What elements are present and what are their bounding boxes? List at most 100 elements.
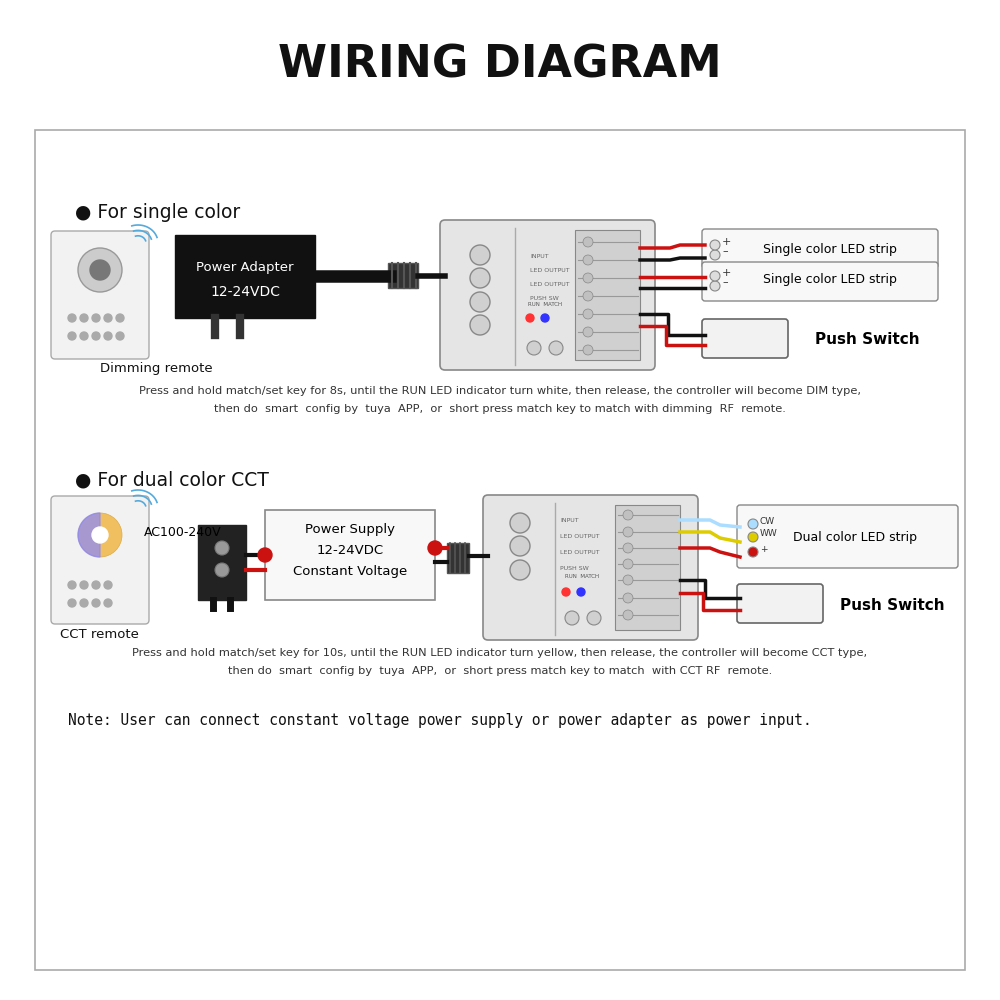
Circle shape [623,510,633,520]
Text: Single color LED strip: Single color LED strip [763,273,897,286]
Circle shape [623,593,633,603]
Text: LED OUTPUT: LED OUTPUT [530,282,570,287]
Text: +: + [722,237,731,247]
Text: WW: WW [760,530,778,538]
Circle shape [587,611,601,625]
Text: 12-24VDC: 12-24VDC [316,544,384,556]
FancyBboxPatch shape [702,262,938,301]
Polygon shape [78,513,100,557]
Circle shape [215,541,229,555]
Circle shape [78,248,122,292]
Text: Power Adapter: Power Adapter [196,260,294,273]
Circle shape [68,599,76,607]
FancyBboxPatch shape [440,220,655,370]
Circle shape [526,314,534,322]
Circle shape [90,260,110,280]
Text: then do  smart  config by  tuya  APP,  or  short press match key to match  with : then do smart config by tuya APP, or sho… [228,666,772,676]
Bar [175,235,315,318]
Circle shape [92,599,100,607]
Circle shape [710,240,720,250]
Circle shape [470,268,490,288]
Circle shape [562,588,570,596]
Circle shape [470,292,490,312]
Circle shape [510,536,530,556]
Circle shape [510,560,530,580]
Bar [198,525,246,600]
Text: LED OUTPUT: LED OUTPUT [560,534,600,539]
Text: Dimming remote: Dimming remote [100,362,213,375]
Circle shape [92,314,100,322]
Text: Dual color LED strip: Dual color LED strip [793,530,917,544]
FancyBboxPatch shape [51,231,149,359]
Text: Single color LED strip: Single color LED strip [763,242,897,255]
FancyBboxPatch shape [702,229,938,268]
FancyBboxPatch shape [702,319,788,358]
Text: CW: CW [760,516,775,526]
Circle shape [583,309,593,319]
Circle shape [68,332,76,340]
Text: WIRING DIAGRAM: WIRING DIAGRAM [278,43,722,87]
Text: ● For dual color CCT: ● For dual color CCT [75,471,269,489]
Text: Note: User can connect constant voltage power supply or power adapter as power i: Note: User can connect constant voltage … [68,712,812,728]
Text: INPUT: INPUT [560,518,579,523]
Text: Press and hold match/set key for 10s, until the RUN LED indicator turn yellow, t: Press and hold match/set key for 10s, un… [132,648,868,658]
Circle shape [78,513,122,557]
Text: Push Switch: Push Switch [840,597,945,612]
Circle shape [748,532,758,542]
Circle shape [583,237,593,247]
Circle shape [748,547,758,557]
Circle shape [104,332,112,340]
FancyBboxPatch shape [737,505,958,568]
Circle shape [583,327,593,337]
Text: 12-24VDC: 12-24VDC [210,285,280,299]
Text: LED OUTPUT: LED OUTPUT [530,268,570,273]
Text: Press and hold match/set key for 8s, until the RUN LED indicator turn white, the: Press and hold match/set key for 8s, unt… [139,386,861,396]
Circle shape [80,314,88,322]
Text: ● For single color: ● For single color [75,202,240,222]
Circle shape [215,563,229,577]
Circle shape [428,541,442,555]
Text: RUN  MATCH: RUN MATCH [565,574,599,579]
Text: –: – [722,246,728,256]
Circle shape [527,341,541,355]
Circle shape [80,581,88,589]
Text: CCT remote: CCT remote [60,628,139,641]
Circle shape [623,610,633,620]
Bar [388,263,418,288]
Circle shape [710,250,720,260]
Text: INPUT: INPUT [530,254,549,259]
Text: Power Supply: Power Supply [305,524,395,536]
Circle shape [470,315,490,335]
Circle shape [116,314,124,322]
Bar [575,230,640,360]
FancyBboxPatch shape [51,496,149,624]
Circle shape [583,345,593,355]
Bar [447,543,469,573]
Text: –: – [722,277,728,287]
Bar [265,510,435,600]
Circle shape [104,581,112,589]
Text: Constant Voltage: Constant Voltage [293,566,407,578]
Circle shape [541,314,549,322]
Circle shape [583,291,593,301]
Circle shape [623,575,633,585]
Circle shape [748,519,758,529]
Circle shape [104,314,112,322]
Text: then do  smart  config by  tuya  APP,  or  short press match key to match with d: then do smart config by tuya APP, or sho… [214,404,786,414]
Text: +: + [760,544,768,554]
Circle shape [510,513,530,533]
Circle shape [92,332,100,340]
Circle shape [104,599,112,607]
Text: +: + [722,268,731,278]
Circle shape [710,271,720,281]
Circle shape [710,281,720,291]
Circle shape [470,245,490,265]
Circle shape [623,559,633,569]
Circle shape [549,341,563,355]
Circle shape [583,273,593,283]
Circle shape [116,332,124,340]
Circle shape [80,332,88,340]
Text: Push Switch: Push Switch [815,332,920,348]
Text: PUSH SW: PUSH SW [560,566,589,571]
Circle shape [623,527,633,537]
